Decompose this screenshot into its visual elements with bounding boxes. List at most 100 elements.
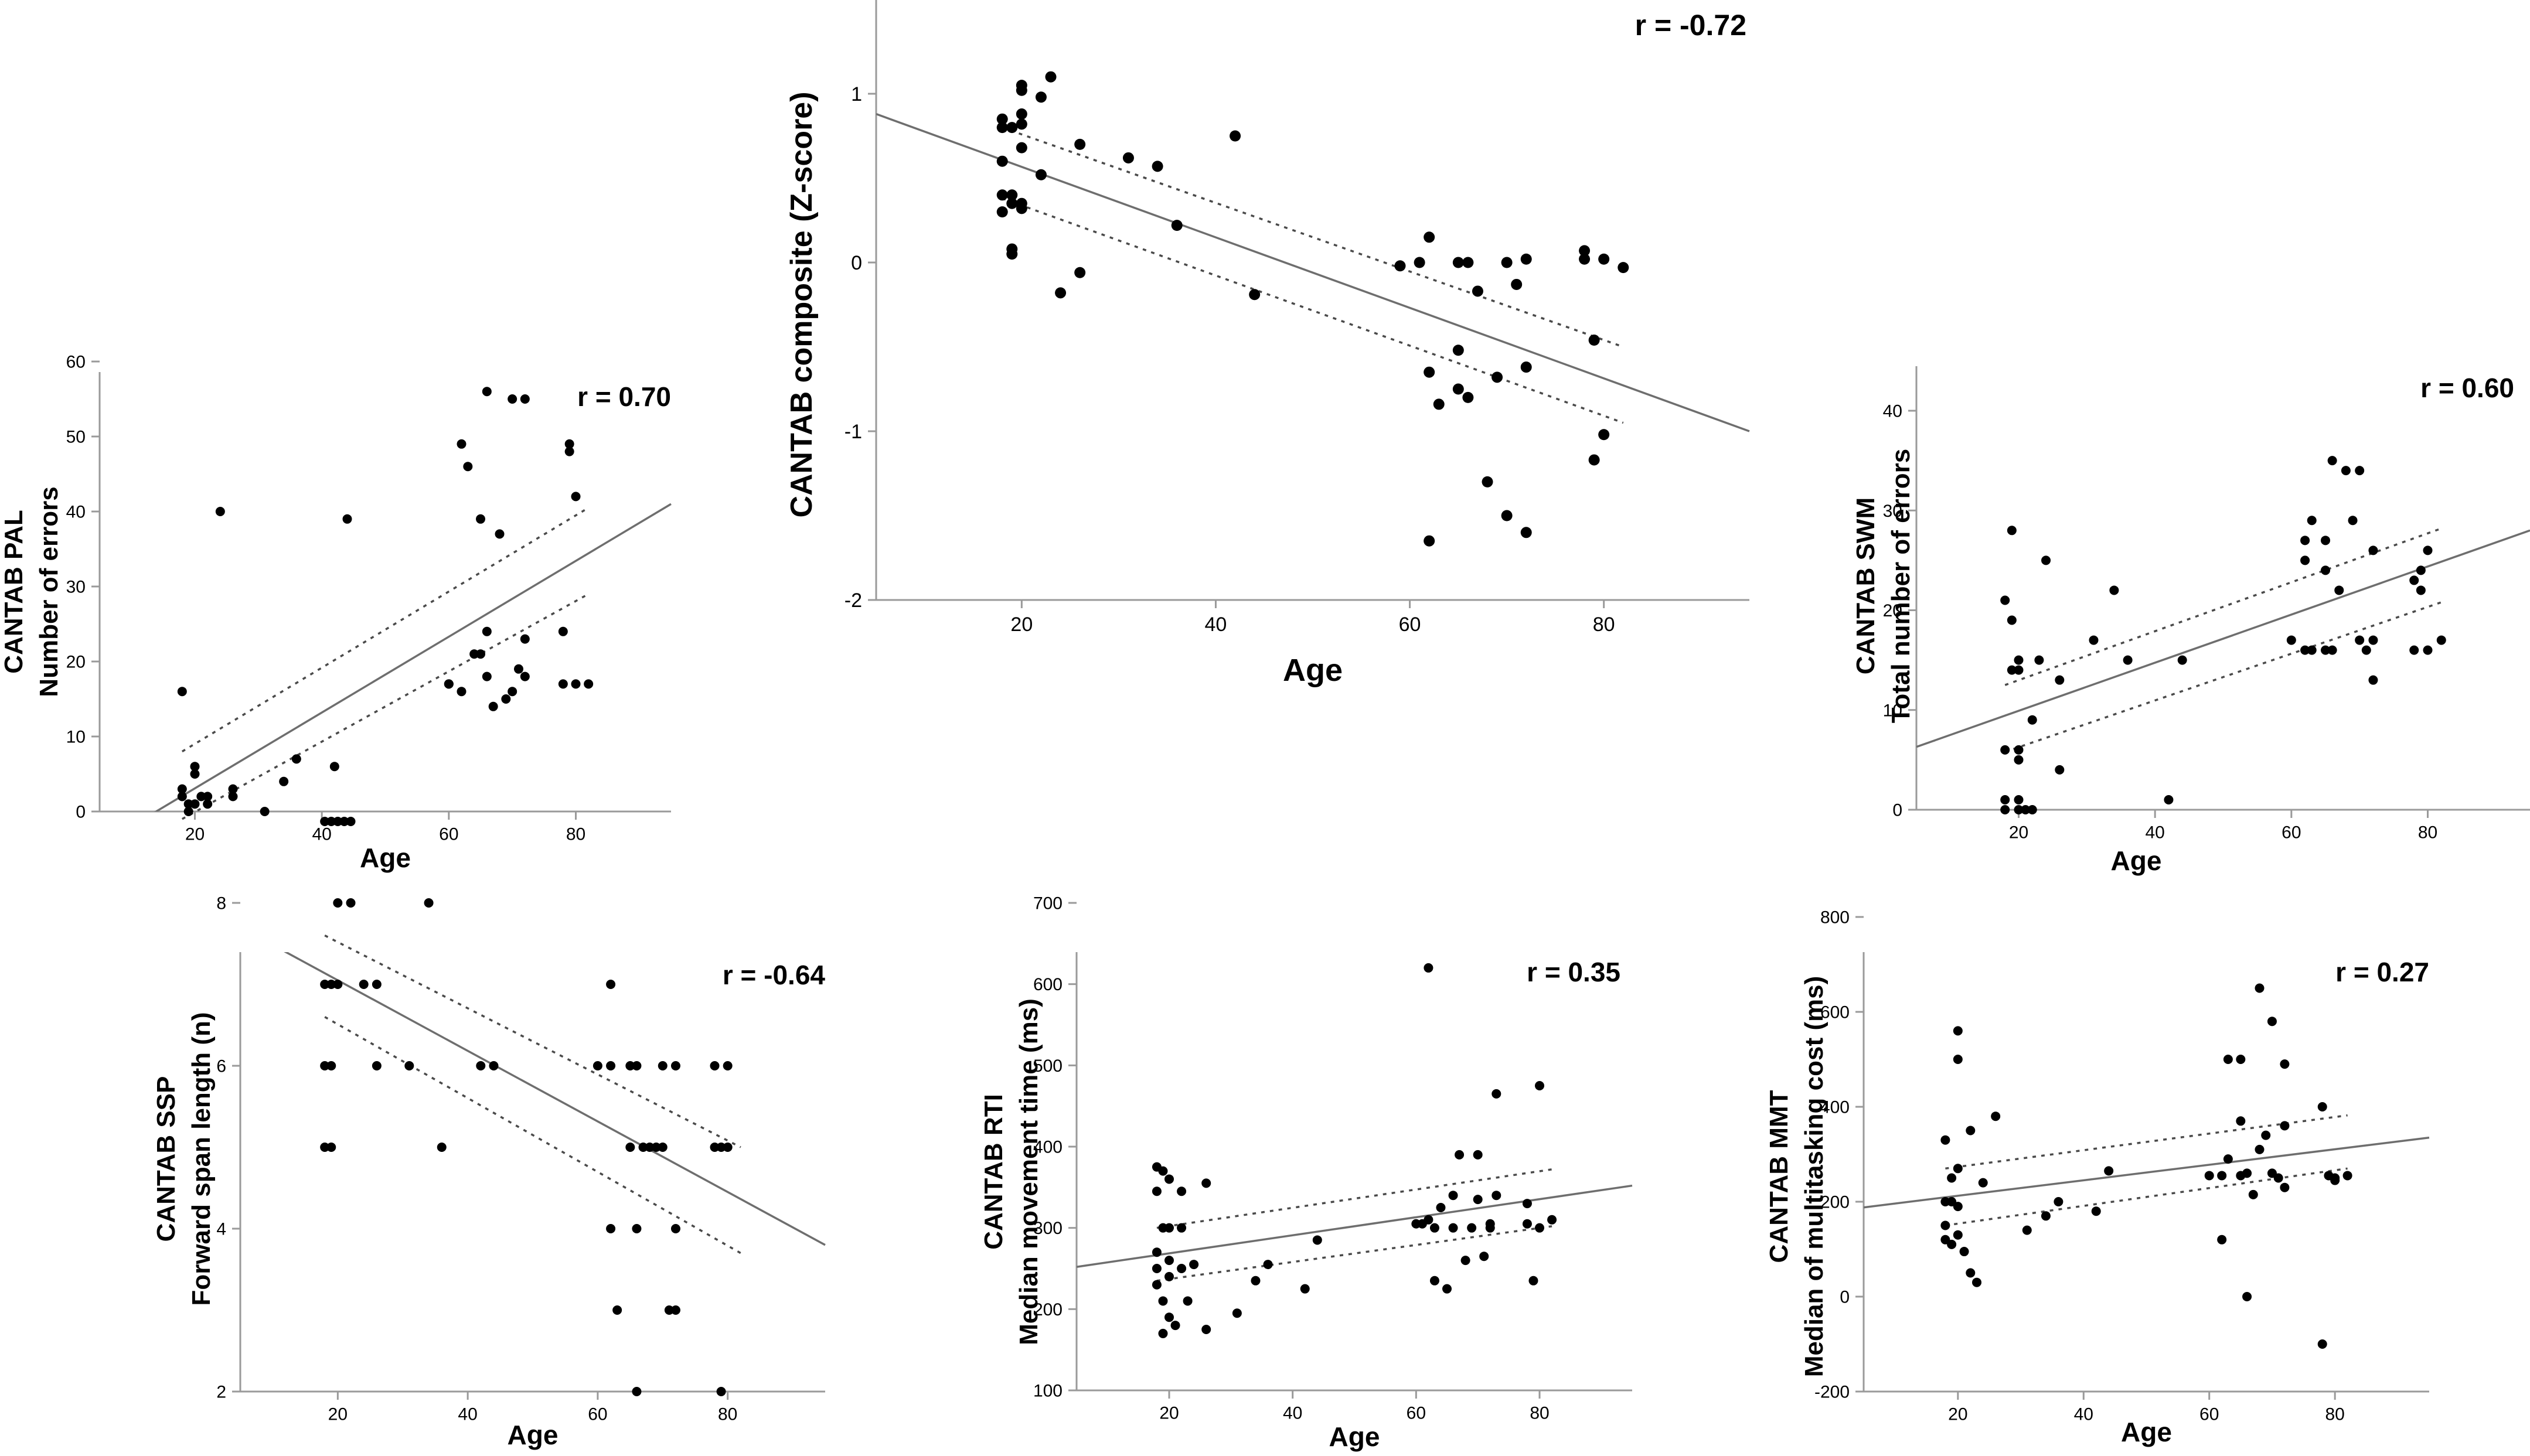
- x-tick-label: 20: [1010, 613, 1033, 636]
- y-tick-label: 300: [1033, 1219, 1063, 1238]
- data-point: [183, 807, 193, 816]
- ci-lower-line: [1002, 197, 1624, 424]
- data-point: [520, 634, 530, 644]
- x-axis-title: Age: [508, 1420, 559, 1450]
- data-point: [2242, 1292, 2252, 1301]
- data-point: [2000, 595, 2010, 605]
- data-point: [1152, 1264, 1162, 1273]
- ci-upper-line: [2004, 527, 2442, 686]
- data-point: [670, 1224, 680, 1233]
- data-point: [1394, 260, 1406, 272]
- data-point: [1598, 253, 1610, 265]
- data-point: [2280, 1182, 2290, 1192]
- data-point: [1035, 169, 1047, 180]
- ci-lower-line: [2004, 601, 2442, 753]
- x-tick-label: 20: [1948, 1405, 1967, 1424]
- data-point: [1158, 1296, 1168, 1306]
- data-point: [2342, 1171, 2352, 1181]
- data-point: [1448, 1223, 1458, 1233]
- data-point: [469, 649, 479, 659]
- data-point: [2361, 645, 2371, 655]
- data-point: [2055, 765, 2065, 775]
- data-point: [1189, 1260, 1199, 1270]
- data-point: [2300, 555, 2310, 565]
- chart-swm: 0 10 20 30 40 20 40 60 80 r = 0.60 Age CANTAB SWM To…: [1851, 366, 2530, 876]
- data-point: [476, 1061, 486, 1070]
- data-point: [2204, 1171, 2214, 1181]
- data-point: [584, 679, 594, 689]
- ci-lower-line: [324, 1016, 741, 1254]
- data-point: [606, 1224, 616, 1233]
- data-point: [1436, 1203, 1446, 1212]
- data-point: [1424, 1215, 1433, 1225]
- data-point: [658, 1143, 668, 1152]
- data-point: [482, 626, 492, 636]
- x-tick-label: 80: [718, 1405, 737, 1424]
- data-point: [1535, 1081, 1544, 1090]
- data-point: [664, 1305, 674, 1315]
- data-point: [1579, 245, 1591, 257]
- data-point: [2321, 645, 2330, 655]
- data-point: [1947, 1173, 1957, 1183]
- data-point: [2007, 615, 2017, 625]
- data-point: [1959, 1247, 1969, 1257]
- data-point: [2027, 805, 2037, 814]
- data-point: [1006, 189, 1018, 201]
- chart-rti: 100 200 300 400 500 600 700 20 40 60 80 r = 0.35 Age…: [979, 894, 1633, 1452]
- data-point: [2248, 1189, 2258, 1199]
- y-axis-title: Number of errors: [35, 486, 63, 697]
- data-point: [1164, 1256, 1174, 1266]
- data-point: [1598, 429, 1610, 441]
- data-point: [190, 762, 200, 772]
- data-point: [2317, 1102, 2327, 1111]
- data-point: [710, 1143, 720, 1152]
- correlation-label: r = -0.64: [723, 960, 826, 990]
- data-point: [2261, 1130, 2271, 1140]
- data-point: [996, 155, 1008, 167]
- data-point: [1312, 1235, 1322, 1245]
- data-point: [320, 980, 330, 989]
- correlation-label: r = 0.27: [2335, 957, 2429, 987]
- data-point: [291, 754, 301, 764]
- x-tick-label: 80: [566, 825, 585, 844]
- data-point: [1953, 1026, 1963, 1036]
- data-point: [670, 1061, 680, 1070]
- data-point: [177, 784, 187, 794]
- x-axis-title: Age: [1329, 1421, 1380, 1452]
- data-point: [2217, 1235, 2227, 1244]
- data-point: [2027, 715, 2037, 725]
- y-tick-label: 200: [1820, 1193, 1850, 1212]
- data-point: [1429, 1276, 1439, 1285]
- data-point: [1460, 1256, 1470, 1266]
- data-point: [346, 817, 356, 826]
- data-point: [1940, 1135, 1950, 1145]
- data-point: [1152, 1186, 1162, 1196]
- data-point: [1528, 1276, 1538, 1285]
- data-point: [1006, 122, 1018, 134]
- data-point: [1433, 398, 1445, 410]
- data-point: [372, 1061, 382, 1070]
- y-tick-label: 4: [216, 1220, 226, 1239]
- y-tick-label: 0: [1840, 1288, 1850, 1307]
- data-point: [1953, 1202, 1963, 1212]
- data-point: [203, 799, 213, 809]
- x-tick-label: 40: [2145, 823, 2164, 843]
- data-point: [571, 679, 581, 689]
- data-point: [638, 1143, 648, 1152]
- chart-composite: -2 -1 0 1 20 40 60 80 r = -0.72 Age CANTAB composi…: [785, 0, 1750, 688]
- data-point: [1472, 285, 1483, 297]
- data-point: [2341, 466, 2351, 476]
- data-point: [2041, 555, 2051, 565]
- data-point: [723, 1143, 733, 1152]
- y-tick-label: 0: [851, 252, 862, 274]
- data-point: [2348, 516, 2358, 526]
- data-point: [1462, 391, 1474, 403]
- data-point: [2255, 983, 2265, 993]
- data-point: [658, 1061, 668, 1070]
- data-point: [1171, 220, 1183, 231]
- y-tick-label: 400: [1033, 1138, 1063, 1157]
- x-tick-label: 80: [2418, 823, 2437, 843]
- data-point: [1991, 1111, 2001, 1121]
- data-point: [2014, 805, 2024, 814]
